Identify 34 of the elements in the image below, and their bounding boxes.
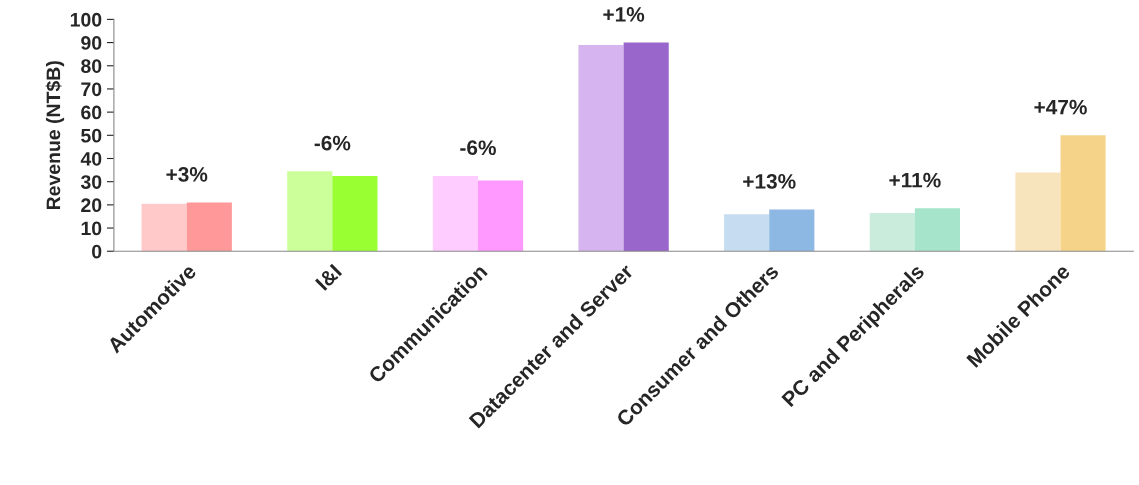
bar	[186, 202, 232, 252]
annotation: -6%	[314, 135, 351, 151]
bar	[287, 171, 333, 252]
y-tick-label: 0	[92, 244, 102, 259]
bar	[769, 209, 815, 252]
annotation: +13%	[743, 173, 796, 189]
annotation: +1%	[603, 7, 645, 22]
annotation: +11%	[889, 172, 941, 188]
bar	[914, 208, 961, 252]
bar	[578, 44, 624, 252]
y-tick-label: 50	[81, 128, 102, 143]
y-tick-label: 100	[70, 12, 102, 27]
bar	[1015, 172, 1061, 252]
y-axis-title: Revenue (NT$B)	[45, 61, 65, 210]
bar	[477, 180, 524, 252]
annotation: -6%	[460, 140, 496, 156]
bar	[724, 214, 770, 252]
bar	[623, 42, 669, 252]
annotation: +47%	[1034, 99, 1087, 115]
y-tick-label: 40	[80, 151, 102, 166]
y-tick-label: 70	[81, 82, 102, 97]
y-tick-label: 20	[81, 198, 102, 213]
bar	[1060, 135, 1106, 252]
y-tick-label: 60	[81, 105, 102, 120]
bar	[432, 175, 478, 252]
y-tick-label: 90	[81, 36, 102, 50]
bar	[869, 212, 915, 252]
y-tick-label: 80	[81, 59, 102, 73]
bar	[141, 203, 187, 252]
x-tick-label: I&I	[314, 263, 343, 291]
annotation: +3%	[166, 167, 208, 182]
y-tick-label: 10	[81, 221, 102, 236]
bar	[332, 175, 378, 252]
y-tick-label: 30	[80, 175, 102, 189]
